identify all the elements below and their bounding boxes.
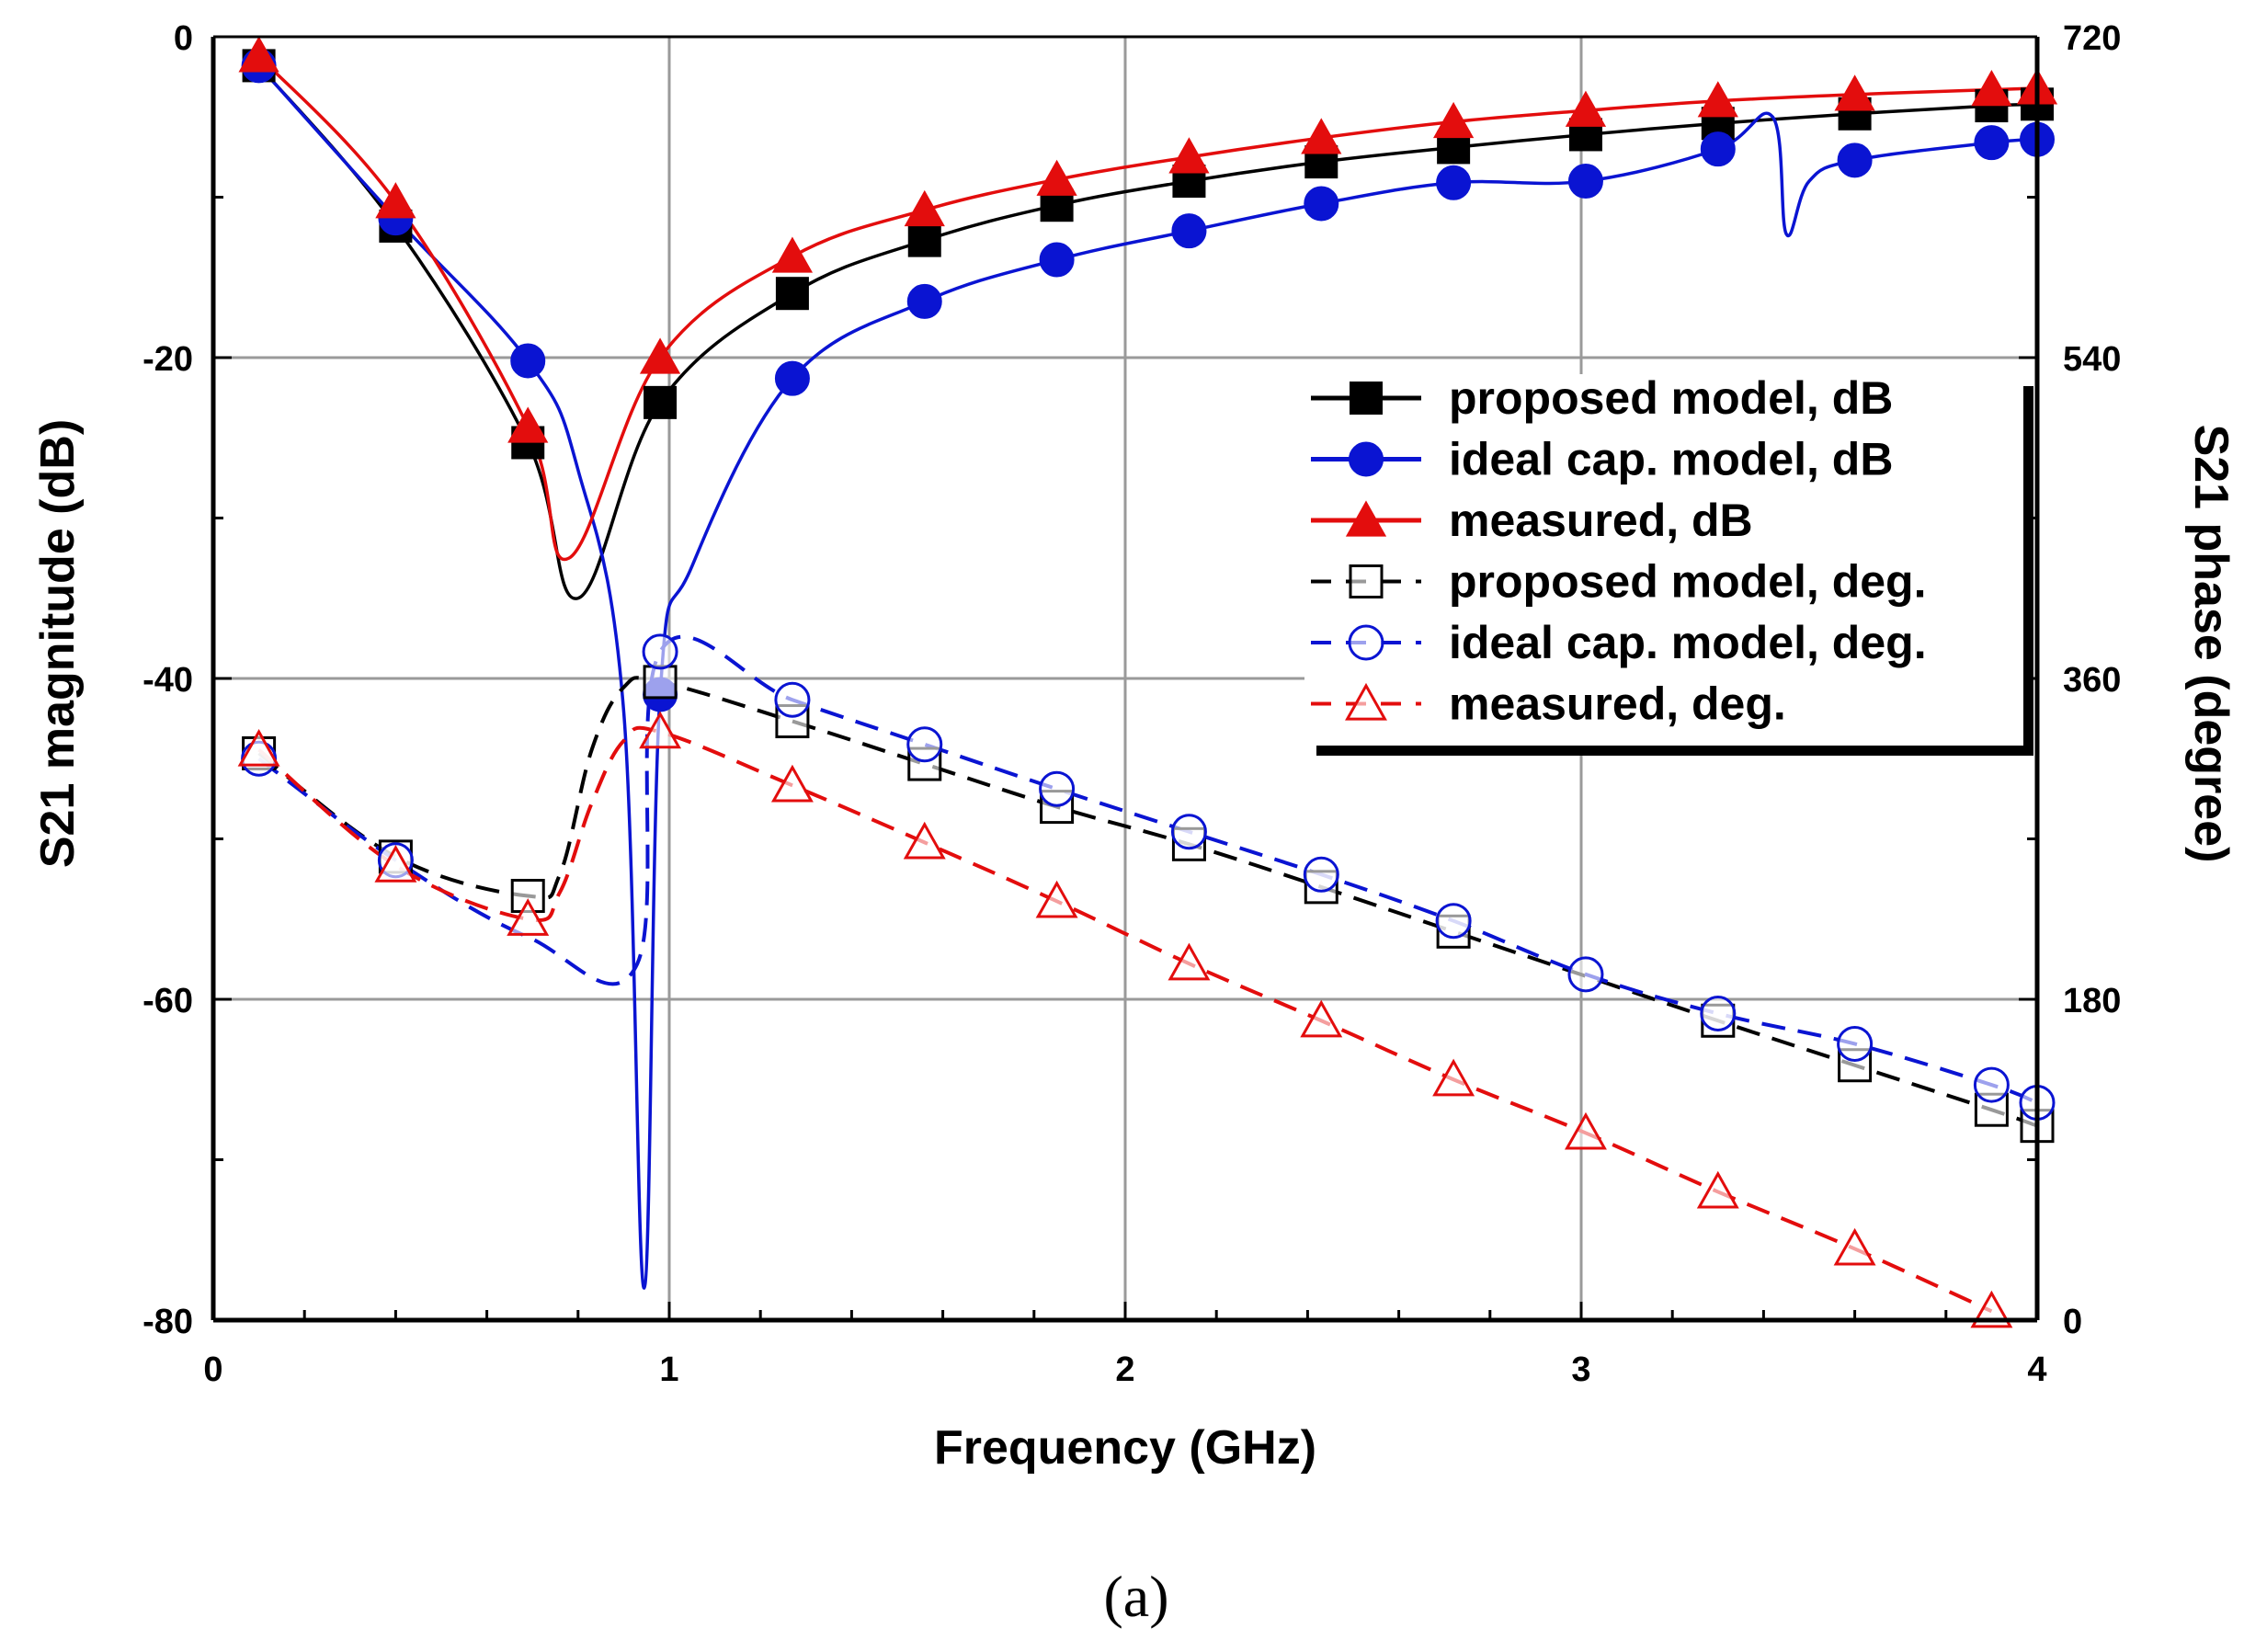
data-point-1-20 xyxy=(1974,125,2010,161)
y2-tick-label: 180 xyxy=(2063,982,2121,1020)
data-point-4-8 xyxy=(1170,814,1207,850)
y2-tick-label: 0 xyxy=(2063,1303,2082,1341)
legend-marker-0 xyxy=(1350,382,1383,415)
x-tick-label: 1 xyxy=(659,1350,678,1389)
y-tick-label: 0 xyxy=(174,19,193,58)
legend-label-1: ideal cap. model, dB xyxy=(1449,434,1893,485)
data-point-0-5 xyxy=(775,277,809,311)
data-point-5-8 xyxy=(903,821,946,860)
data-point-0-4 xyxy=(644,385,678,419)
data-point-1-12 xyxy=(1304,186,1339,222)
axes xyxy=(211,35,2040,1323)
data-point-2-0 xyxy=(238,36,279,73)
data-point-4-4 xyxy=(642,633,678,670)
legend-label-2: measured, dB xyxy=(1449,495,1753,546)
data-point-0-6 xyxy=(907,223,941,257)
x-tick-label: 4 xyxy=(2027,1350,2046,1389)
series-markers xyxy=(237,36,2058,1328)
data-point-5-2 xyxy=(507,898,550,936)
data-point-4-11 xyxy=(1567,956,1604,993)
data-point-1-13 xyxy=(1436,165,1472,200)
data-point-2-7 xyxy=(1036,159,1077,196)
x-tick-label: 3 xyxy=(1571,1350,1590,1389)
data-point-1-8 xyxy=(774,360,810,396)
legend-label-5: measured, deg. xyxy=(1449,678,1786,730)
data-point-1-2 xyxy=(510,343,546,379)
y-tick-label: -20 xyxy=(142,340,193,379)
data-point-5-9 xyxy=(1035,880,1078,918)
y2-tick-label: 360 xyxy=(2063,661,2121,700)
data-point-1-10 xyxy=(1039,242,1075,278)
y-tick-label: -60 xyxy=(142,982,193,1020)
data-point-2-14 xyxy=(1971,69,2012,107)
data-point-4-5 xyxy=(774,681,811,718)
data-point-4-6 xyxy=(906,726,943,763)
data-point-2-4 xyxy=(639,337,681,374)
figure-caption: (a) xyxy=(1103,1564,1168,1629)
data-point-3-6 xyxy=(643,665,678,700)
data-point-4-7 xyxy=(1039,770,1076,807)
data-point-5-1 xyxy=(374,844,417,883)
x-tick-label: 2 xyxy=(1115,1350,1134,1389)
legend-marker-3 xyxy=(1349,564,1384,598)
data-point-2-6 xyxy=(904,189,945,227)
data-point-1-9 xyxy=(906,283,942,319)
data-point-5-0 xyxy=(237,728,280,767)
x-tick-label: 0 xyxy=(203,1350,222,1389)
data-point-2-12 xyxy=(1697,81,1738,118)
y2-axis-title: S21 phase (degree) xyxy=(2184,425,2238,863)
data-point-2-10 xyxy=(1433,101,1475,139)
y-axis-title: S21 magnitude (dB) xyxy=(31,419,85,868)
x-axis-title: Frequency (GHz) xyxy=(934,1421,1316,1475)
data-point-5-6 xyxy=(639,711,682,749)
y-tick-label: -80 xyxy=(142,1303,193,1341)
data-point-4-10 xyxy=(1435,903,1472,940)
data-point-2-1 xyxy=(375,182,416,219)
data-point-4-12 xyxy=(1700,996,1737,1032)
data-point-5-15 xyxy=(1833,1227,1876,1266)
data-point-5-7 xyxy=(770,764,814,803)
data-point-4-9 xyxy=(1303,856,1339,893)
legend-label-0: proposed model, dB xyxy=(1449,372,1893,424)
data-point-2-8 xyxy=(1168,137,1210,174)
data-point-1-15 xyxy=(1700,131,1736,167)
data-point-5-13 xyxy=(1564,1111,1607,1150)
data-point-5-12 xyxy=(1432,1058,1475,1097)
series-line-5 xyxy=(257,725,1993,1314)
y-tick-label: -40 xyxy=(142,661,193,700)
legend-marker-4 xyxy=(1348,624,1384,661)
data-point-5-10 xyxy=(1168,942,1211,981)
data-point-2-13 xyxy=(1834,74,1875,111)
data-point-5-11 xyxy=(1300,999,1343,1038)
data-point-2-11 xyxy=(1565,90,1607,127)
legend-marker-2 xyxy=(1345,500,1387,537)
data-point-2-2 xyxy=(507,406,549,443)
legend-marker-1 xyxy=(1349,441,1384,477)
legend-marker-5 xyxy=(1345,682,1387,721)
data-point-5-14 xyxy=(1696,1170,1739,1209)
series-line-4 xyxy=(257,634,2038,1105)
data-point-1-11 xyxy=(1171,213,1207,249)
legend-label-4: ideal cap. model, deg. xyxy=(1449,617,1927,668)
legend-label-3: proposed model, deg. xyxy=(1449,556,1926,608)
data-point-2-5 xyxy=(771,236,814,273)
data-point-2-9 xyxy=(1301,118,1342,154)
y2-tick-label: 720 xyxy=(2063,19,2121,58)
data-point-4-13 xyxy=(1837,1025,1874,1062)
legend: proposed model, dB ideal cap. model, dB me… xyxy=(1304,372,2033,756)
data-point-1-19 xyxy=(1837,142,1873,178)
y2-tick-label: 540 xyxy=(2063,340,2121,379)
series-line-1 xyxy=(257,64,2038,1290)
data-point-4-14 xyxy=(1973,1066,2010,1103)
data-point-1-14 xyxy=(1567,164,1603,199)
legend-box xyxy=(1304,374,2023,746)
